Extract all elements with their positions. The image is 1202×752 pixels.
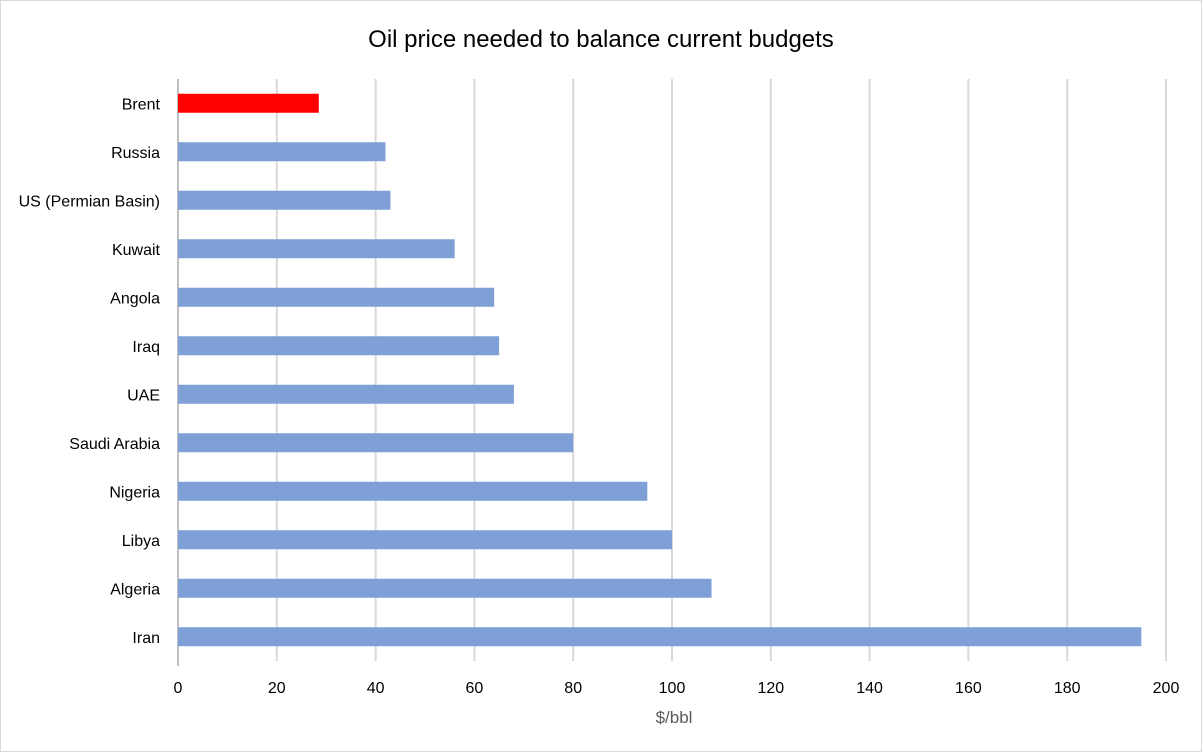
category-label-algeria: Algeria (110, 581, 160, 598)
bar-nigeria (178, 481, 648, 501)
x-tick-label-120: 120 (757, 680, 784, 697)
gridlines (177, 79, 1167, 666)
category-label-brent: Brent (122, 96, 161, 113)
x-tick-label-20: 20 (268, 680, 286, 697)
chart-title: Oil price needed to balance current budg… (368, 26, 834, 53)
x-tick-label-0: 0 (174, 680, 183, 697)
category-label-nigeria: Nigeria (109, 484, 160, 501)
x-tick-label-40: 40 (367, 680, 385, 697)
x-tick-label-100: 100 (659, 680, 686, 697)
x-tick-label-200: 200 (1153, 680, 1180, 697)
category-label-us-permian-basin: US (Permian Basin) (19, 193, 160, 210)
category-label-iraq: Iraq (132, 339, 160, 356)
bar-libya (178, 530, 672, 550)
x-tick-label-160: 160 (955, 680, 982, 697)
bar-uae (178, 384, 514, 404)
category-label-iran: Iran (132, 630, 160, 647)
category-label-saudi-arabia: Saudi Arabia (69, 436, 160, 453)
category-label-uae: UAE (127, 387, 160, 404)
bar-algeria (178, 578, 712, 598)
x-tick-label-60: 60 (466, 680, 484, 697)
bar-russia (178, 142, 386, 162)
category-labels: Brent Russia US (Permian Basin) Kuwait Angol… (19, 96, 161, 647)
category-label-kuwait: Kuwait (112, 242, 161, 259)
bar-iraq (178, 336, 500, 356)
bar-saudi-arabia (178, 433, 574, 453)
category-label-russia: Russia (111, 145, 160, 162)
x-axis-title: $/bbl (656, 708, 693, 727)
x-tick-labels: 0 20 40 60 80 100 120 140 160 180 200 (174, 680, 1180, 697)
bar-iran (178, 627, 1142, 647)
x-tick-label-80: 80 (564, 680, 582, 697)
x-tick-label-180: 180 (1054, 680, 1081, 697)
bar-us-permian-basin (178, 190, 391, 210)
category-label-libya: Libya (122, 533, 160, 550)
bar-brent (178, 93, 319, 113)
bar-kuwait (178, 239, 455, 259)
x-tick-label-140: 140 (856, 680, 883, 697)
bars (178, 93, 1142, 647)
bar-angola (178, 287, 495, 307)
category-label-angola: Angola (110, 290, 160, 307)
